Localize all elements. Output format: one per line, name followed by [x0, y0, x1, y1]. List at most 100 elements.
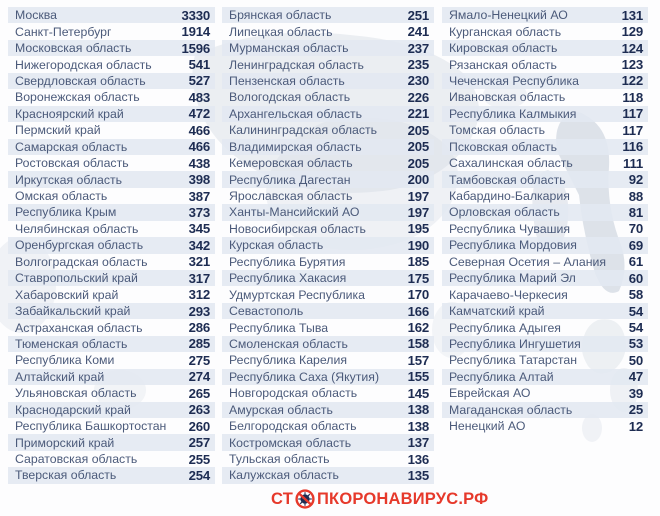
- region-value: 118: [622, 89, 643, 105]
- logo-text-prefix: СТ: [271, 489, 293, 508]
- table-row: Республика Бурятия 185: [222, 254, 434, 270]
- table-row: Ненецкий АО 12: [442, 418, 648, 434]
- region-name: Воронежская область: [15, 90, 140, 105]
- table-row: Ханты-Мансийский АО 197: [222, 204, 434, 221]
- table-row: Астраханская область 286: [8, 319, 215, 335]
- table-row: Москва 3330: [8, 7, 215, 24]
- region-value: 200: [407, 172, 430, 188]
- table-row: Алтайский край 274: [8, 368, 215, 386]
- region-name: Ханты-Мансийский АО: [229, 205, 360, 220]
- table-row: Санкт-Петербург 1914: [8, 23, 215, 39]
- region-name: Тверская область: [15, 468, 117, 483]
- region-name: Республика Алтай: [449, 369, 554, 384]
- region-value: 387: [188, 188, 211, 204]
- region-value: 116: [622, 139, 643, 155]
- region-value: 166: [407, 303, 430, 319]
- region-value: 25: [628, 402, 643, 418]
- table-row: Северная Осетия – Алания 61: [442, 254, 648, 270]
- region-name: Белгородская область: [229, 419, 357, 434]
- table-row: Курганская область 129: [442, 23, 648, 39]
- region-name: Омская область: [15, 189, 108, 204]
- region-value: 235: [407, 57, 430, 73]
- region-value: 123: [621, 57, 644, 73]
- table-row: Республика Ингушетия 53: [442, 335, 648, 353]
- region-name: Смоленская область: [229, 336, 348, 351]
- table-row: Пермский край 466: [8, 122, 215, 138]
- region-name: Москва: [15, 8, 57, 23]
- region-name: Республика Татарстан: [449, 353, 578, 368]
- region-name: Чеченская Республика: [449, 73, 579, 88]
- table-row: Тамбовская область 92: [442, 171, 648, 188]
- table-row: Республика Хакасия 175: [222, 270, 434, 287]
- table-row: Мурманская область 237: [222, 39, 434, 57]
- region-name: Архангельская область: [229, 106, 363, 121]
- region-name: Тамбовская область: [449, 172, 566, 187]
- region-value: 175: [407, 270, 430, 286]
- region-name: Республика Башкортостан: [15, 419, 167, 434]
- region-value: 254: [188, 467, 211, 483]
- region-name: Мурманская область: [229, 41, 349, 56]
- table-row: Амурская область 138: [222, 401, 434, 418]
- region-name: Ненецкий АО: [449, 419, 526, 434]
- region-value: 129: [621, 24, 644, 40]
- region-name: Астраханская область: [15, 320, 143, 335]
- region-name: Ямало-Ненецкий АО: [449, 8, 568, 23]
- table-row: Новгородская область 145: [222, 385, 434, 401]
- table-row: Республика Башкортостан 260: [8, 418, 215, 434]
- region-value: 47: [628, 369, 643, 385]
- region-value: 117: [622, 122, 643, 138]
- region-name: Республика Хакасия: [229, 271, 347, 286]
- table-row: Тюменская область 285: [8, 335, 215, 353]
- region-name: Тульская область: [229, 452, 330, 467]
- region-value: 263: [188, 402, 211, 418]
- region-value: 321: [188, 254, 211, 270]
- table-row: Ивановская область 118: [442, 89, 648, 105]
- region-name: Республика Мордовия: [449, 238, 577, 253]
- region-value: 157: [407, 352, 430, 368]
- region-value: 138: [407, 402, 430, 418]
- table-row: Архангельская область 221: [222, 105, 434, 123]
- region-value: 286: [188, 320, 211, 336]
- region-name: Республика Чувашия: [449, 221, 571, 236]
- region-value: 92: [628, 172, 643, 188]
- region-value: 260: [188, 418, 211, 434]
- region-name: Амурская область: [229, 402, 333, 417]
- region-value: 285: [188, 336, 211, 352]
- table-row: Карачаево-Черкесия 58: [442, 286, 648, 302]
- table-row: Воронежская область 483: [8, 89, 215, 105]
- region-name: Нижегородская область: [15, 57, 152, 72]
- region-name: Республика Тыва: [229, 320, 329, 335]
- stopcoronavirus-logo: СТ ПКОРОНАВИРУС.РФ: [271, 488, 488, 510]
- region-name: Липецкая область: [229, 24, 333, 39]
- region-name: Псковская область: [449, 139, 557, 154]
- region-name: Алтайский край: [15, 369, 105, 384]
- region-name: Пермский край: [15, 123, 101, 138]
- region-value: 342: [188, 237, 211, 253]
- region-value: 135: [407, 467, 430, 483]
- region-value: 373: [188, 204, 211, 220]
- region-value: 69: [628, 237, 643, 253]
- region-value: 138: [407, 418, 430, 434]
- table-row: Рязанская область 123: [442, 56, 648, 72]
- region-name: Волгоградская область: [15, 254, 148, 269]
- region-name: Республика Саха (Якутия): [229, 369, 380, 384]
- region-name: Оренбургская область: [15, 238, 144, 253]
- region-value: 241: [407, 24, 430, 40]
- region-name: Костромская область: [229, 435, 352, 450]
- region-name: Орловская область: [449, 205, 560, 220]
- region-value: 12: [628, 418, 643, 434]
- table-row: Магаданская область 25: [442, 401, 648, 418]
- table-row: Кабардино-Балкария 88: [442, 188, 648, 204]
- region-value: 205: [407, 122, 430, 138]
- region-value: 54: [628, 303, 643, 319]
- region-name: Челябинская область: [15, 221, 139, 236]
- table-row: Чеченская Республика 122: [442, 72, 648, 90]
- table-row: Республика Марий Эл 60: [442, 270, 648, 287]
- table-row: Республика Дагестан 200: [222, 171, 434, 188]
- table-row: Приморский край 257: [8, 434, 215, 451]
- table-row: Свердловская область 527: [8, 72, 215, 90]
- table-row: Сахалинская область 111: [442, 155, 648, 171]
- region-name: Самарская область: [15, 139, 128, 154]
- region-value: 438: [188, 155, 211, 171]
